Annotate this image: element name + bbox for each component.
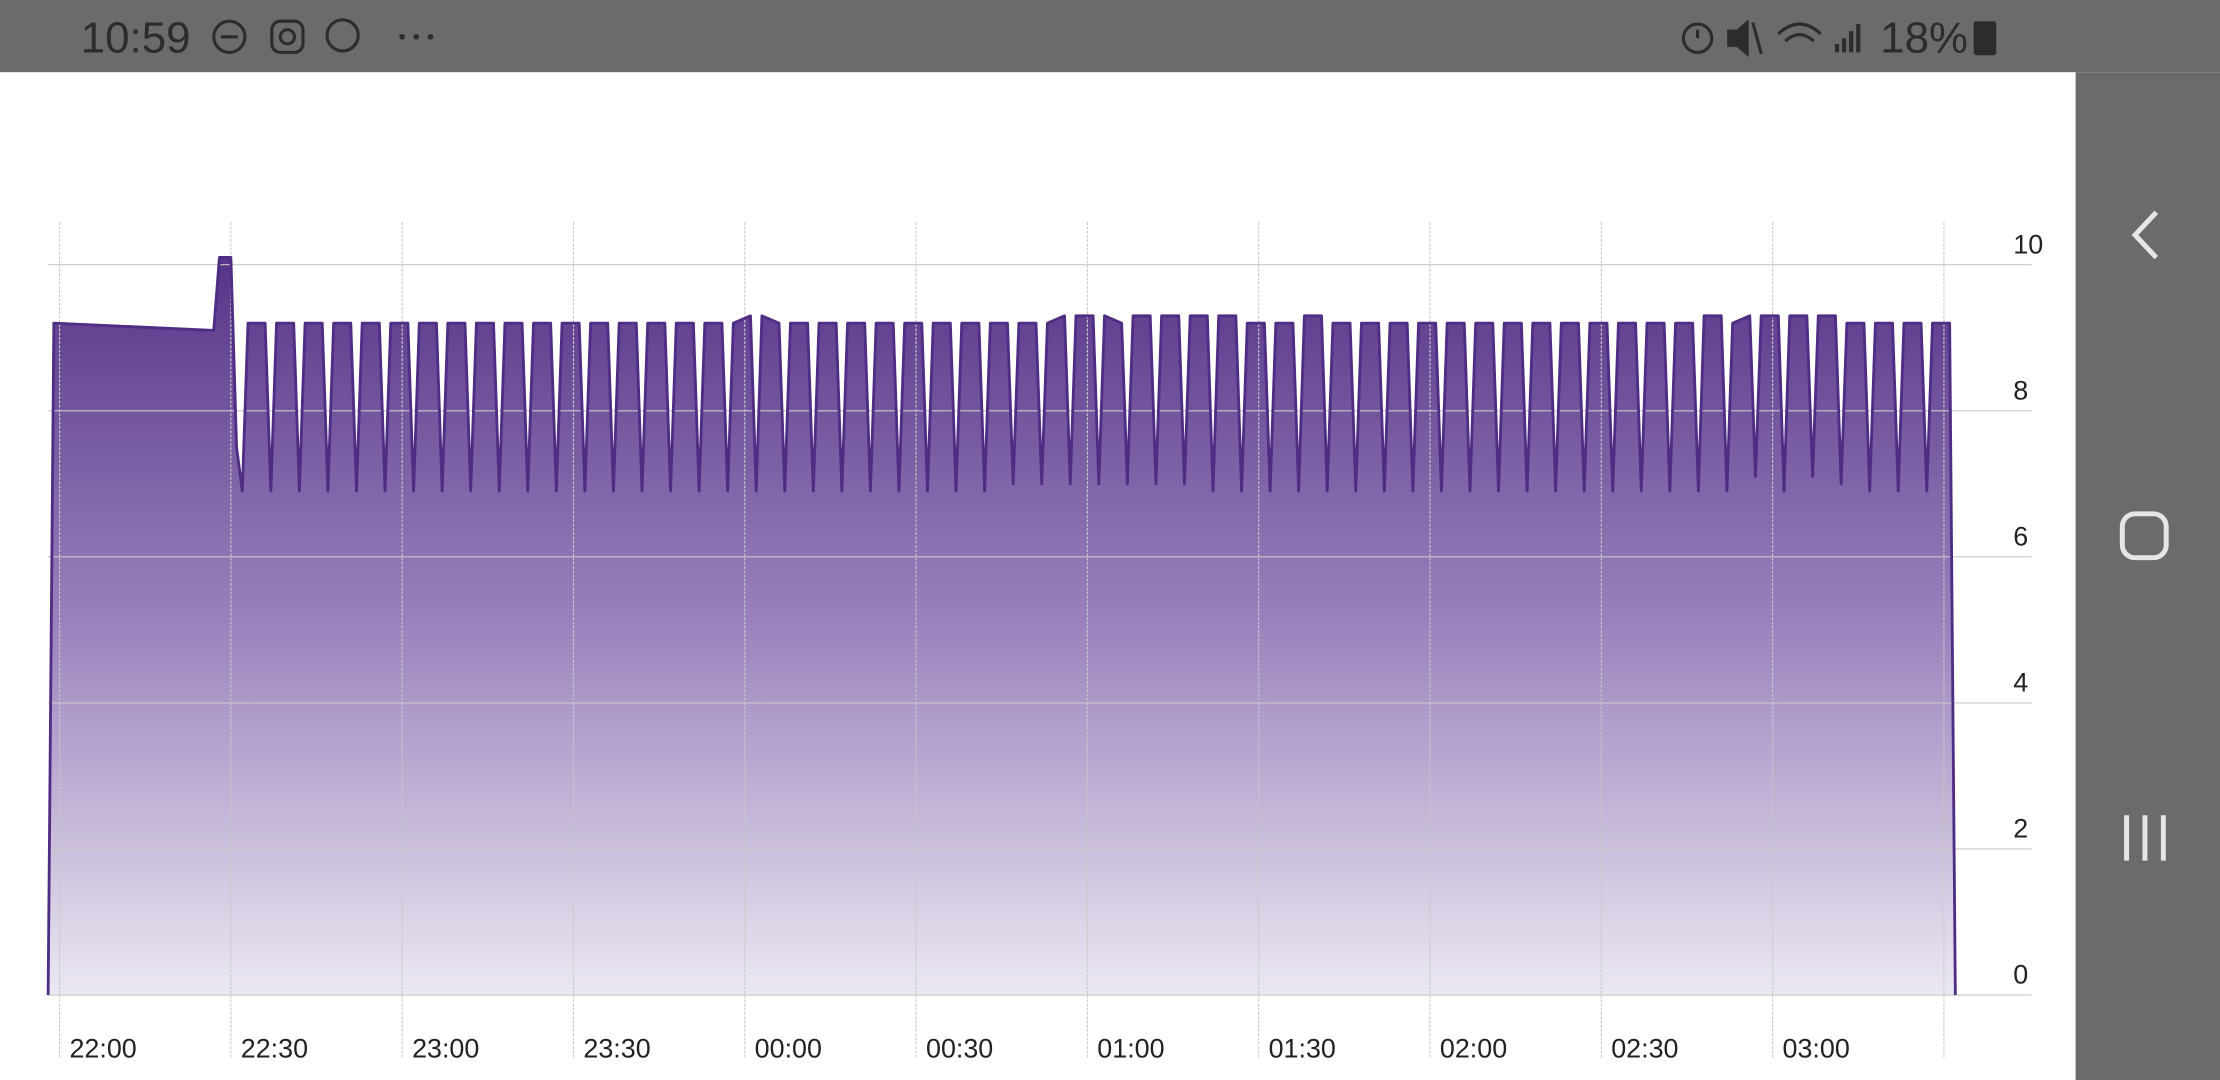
nav-bar	[2075, 72, 2220, 1080]
status-icons-solid	[399, 21, 1997, 56]
back-button[interactable]	[2131, 210, 2159, 260]
home-button[interactable]	[2119, 511, 2169, 561]
nav-buttons	[2119, 210, 2169, 861]
x-tick-label: 22:00	[69, 1033, 136, 1063]
recents-button[interactable]	[2124, 815, 2166, 861]
status-icons	[212, 18, 1822, 58]
y-tick-label: 6	[2013, 522, 2028, 552]
x-tick-label: 02:00	[1440, 1033, 1507, 1063]
x-tick-label: 00:30	[926, 1033, 993, 1063]
status-battery: 18%	[1880, 13, 1968, 62]
x-tick-label: 01:30	[1269, 1033, 1336, 1063]
x-tick-label: 00:00	[755, 1033, 822, 1063]
x-tick-label: 22:30	[241, 1033, 308, 1063]
x-tick-label: 23:00	[412, 1033, 479, 1063]
y-tick-label: 0	[2013, 960, 2028, 990]
area-fill	[48, 257, 1956, 996]
x-tick-label: 02:30	[1611, 1033, 1678, 1063]
y-tick-label: 10	[2013, 229, 2043, 259]
y-tick-label: 4	[2013, 668, 2028, 698]
plot: 0 2 4 6 8 10 22:00 22:30 23:00 23:30 00:00 00:30 01:…	[46, 222, 2043, 1063]
status-time: 10:59	[81, 13, 191, 62]
x-tick-label: 23:30	[583, 1033, 650, 1063]
x-tick-label: 01:00	[1097, 1033, 1164, 1063]
y-tick-label: 8	[2013, 375, 2028, 405]
y-tick-label: 2	[2013, 814, 2028, 844]
data-line	[46, 255, 1957, 996]
x-tick-label: 03:00	[1783, 1033, 1850, 1063]
